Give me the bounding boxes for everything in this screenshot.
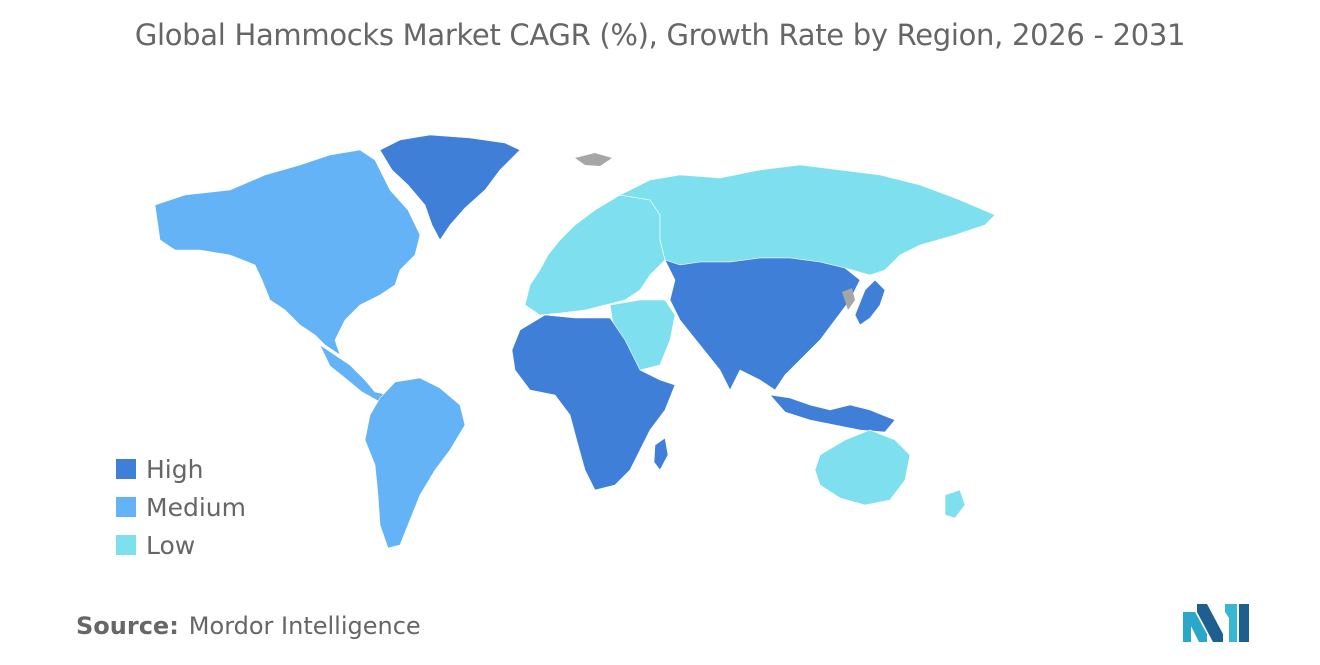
region-africa xyxy=(511,314,676,491)
region-australia xyxy=(814,429,911,506)
legend: High Medium Low xyxy=(116,450,246,564)
region-madagascar xyxy=(653,437,669,471)
region-europe xyxy=(524,194,666,316)
source-line: Source: Mordor Intelligence xyxy=(76,612,421,640)
source-key: Source: xyxy=(76,612,179,640)
region-southeast-asia xyxy=(769,394,896,433)
region-asia-pacific xyxy=(664,257,861,391)
legend-swatch-high xyxy=(116,459,136,479)
region-russia xyxy=(619,164,996,276)
legend-label-high: High xyxy=(146,454,204,484)
region-svalbard xyxy=(575,153,612,166)
legend-item-medium: Medium xyxy=(116,488,246,526)
region-japan xyxy=(854,279,886,326)
mordor-intelligence-logo xyxy=(1183,604,1249,642)
legend-label-low: Low xyxy=(146,530,196,560)
region-north-america xyxy=(154,149,421,356)
region-new-zealand xyxy=(944,489,966,519)
legend-item-high: High xyxy=(116,450,246,488)
legend-label-medium: Medium xyxy=(146,492,246,522)
region-greenland xyxy=(379,134,521,241)
region-korea xyxy=(842,288,855,310)
legend-item-low: Low xyxy=(116,526,246,564)
source-value: Mordor Intelligence xyxy=(188,612,421,640)
legend-swatch-medium xyxy=(116,497,136,517)
page-title: Global Hammocks Market CAGR (%), Growth … xyxy=(134,18,1186,52)
legend-swatch-low xyxy=(116,535,136,555)
region-south-america xyxy=(364,377,466,549)
region-central-america xyxy=(319,344,391,403)
